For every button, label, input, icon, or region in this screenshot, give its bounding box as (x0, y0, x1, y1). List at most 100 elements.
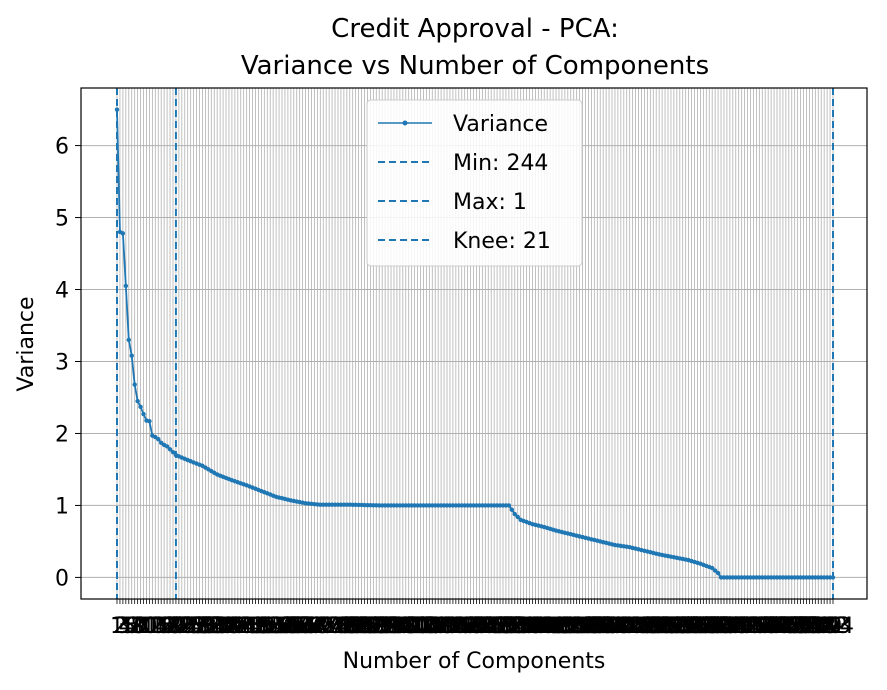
x-tick-label: 39 (215, 614, 243, 639)
x-tick-label: 46 (236, 614, 264, 639)
x-tick-label: 36 (206, 614, 234, 639)
y-tick-label: 2 (55, 422, 69, 447)
x-tick-label: 158 (559, 614, 601, 639)
x-tick-label: 67 (297, 614, 325, 639)
x-tick-label: 128 (470, 614, 512, 639)
x-tick-label: 1 (110, 614, 124, 639)
x-tick-label: 172 (600, 614, 642, 639)
variance-point (512, 511, 517, 517)
x-tick-label: 171 (597, 614, 639, 639)
x-tick-label: 100 (388, 614, 430, 639)
x-tick-label: 2 (113, 614, 127, 639)
x-tick-label: 55 (262, 614, 290, 639)
x-tick-label: 57 (268, 614, 296, 639)
x-tick-label: 88 (359, 614, 387, 639)
x-tick-label: 242 (806, 614, 848, 639)
x-tick-label: 48 (241, 614, 269, 639)
variance-point (135, 398, 140, 404)
x-tick-label: 97 (386, 614, 414, 639)
x-tick-label: 78 (330, 614, 358, 639)
chart-title: Credit Approval - PCA: (331, 14, 619, 44)
x-tick-label: 130 (476, 614, 518, 639)
x-tick-label: 131 (479, 614, 521, 639)
x-tick-label: 108 (411, 614, 453, 639)
x-tick-label: 191 (656, 614, 698, 639)
x-tick-label: 236 (788, 614, 830, 639)
x-tick-label: 93 (374, 614, 402, 639)
x-tick-label: 84 (348, 614, 376, 639)
x-tick-label: 124 (458, 614, 500, 639)
x-tick-label: 3 (116, 614, 130, 639)
x-tick-label: 199 (679, 614, 721, 639)
x-tick-label: 28 (183, 614, 211, 639)
x-tick-label: 85 (351, 614, 379, 639)
x-tick-label: 192 (659, 614, 701, 639)
x-tick-label: 187 (644, 614, 686, 639)
x-tick-label: 87 (356, 614, 384, 639)
variance-point (114, 107, 120, 112)
x-tick-label: 111 (420, 614, 462, 639)
y-tick-label: 3 (55, 350, 69, 375)
x-tick-label: 99 (392, 614, 420, 639)
x-tick-label: 79 (333, 614, 361, 639)
variance-point (515, 514, 520, 520)
x-tick-label: 64 (289, 614, 317, 639)
x-tick-label: 26 (177, 614, 205, 639)
legend-variance-label: Variance (453, 112, 548, 137)
x-tick-label: 16 (147, 614, 175, 639)
x-tick-label: 104 (399, 614, 441, 639)
x-tick-label: 153 (544, 614, 586, 639)
x-tick-label: 155 (550, 614, 592, 639)
legend-box (366, 99, 583, 267)
x-tick-label: 47 (239, 614, 267, 639)
x-tick-label: 14 (141, 614, 169, 639)
x-tick-label: 90 (365, 614, 393, 639)
x-tick-label: 183 (632, 614, 674, 639)
x-tick-label: 4 (119, 614, 133, 639)
x-tick-label: 69 (303, 614, 331, 639)
x-tick-label: 7 (128, 614, 142, 639)
x-tick-label: 201 (685, 614, 727, 639)
variance-point (709, 565, 715, 571)
x-tick-label: 86 (353, 614, 381, 639)
legend-max-label: Max: 1 (453, 190, 527, 215)
x-tick-label: 68 (300, 614, 328, 639)
x-tick-label: 175 (609, 614, 651, 639)
x-tick-label: 66 (295, 614, 323, 639)
x-tick-label: 107 (408, 614, 450, 639)
x-tick-label: 80 (336, 614, 364, 639)
x-tick-label: 62 (283, 614, 311, 639)
x-tick-label: 96 (383, 614, 411, 639)
x-tick-label: 123 (455, 614, 497, 639)
x-tick-label: 146 (523, 614, 565, 639)
x-tick-label: 17 (150, 614, 178, 639)
x-tick-label: 210 (712, 614, 754, 639)
x-tick-label: 98 (389, 614, 417, 639)
x-tick-label: 224 (753, 614, 795, 639)
x-tick-label: 243 (809, 614, 851, 639)
x-tick-label: 13 (138, 614, 166, 639)
x-tick-label: 219 (738, 614, 780, 639)
x-tick-label: 193 (662, 614, 704, 639)
x-tick-label: 178 (618, 614, 660, 639)
x-tick-label: 139 (503, 614, 545, 639)
x-tick-label: 203 (691, 614, 733, 639)
x-tick-label: 231 (774, 614, 816, 639)
x-tick-label: 138 (500, 614, 542, 639)
x-tick-label: 161 (567, 614, 609, 639)
x-tick-label: 102 (394, 614, 436, 639)
variance-point (129, 353, 134, 358)
x-tick-label: 202 (688, 614, 730, 639)
x-tick-label: 31 (191, 614, 219, 639)
x-tick-label: 115 (432, 614, 474, 639)
x-tick-label: 125 (461, 614, 503, 639)
x-tick-label: 235 (785, 614, 827, 639)
x-tick-label: 6 (125, 614, 139, 639)
x-tick-label: 94 (377, 614, 405, 639)
x-tick-label: 8 (131, 614, 145, 639)
x-tick-label: 22 (165, 614, 193, 639)
chart-subtitle: Variance vs Number of Components (241, 51, 709, 81)
x-tick-label: 72 (312, 614, 340, 639)
x-tick-label: 234 (783, 614, 825, 639)
variance-point (712, 568, 718, 573)
